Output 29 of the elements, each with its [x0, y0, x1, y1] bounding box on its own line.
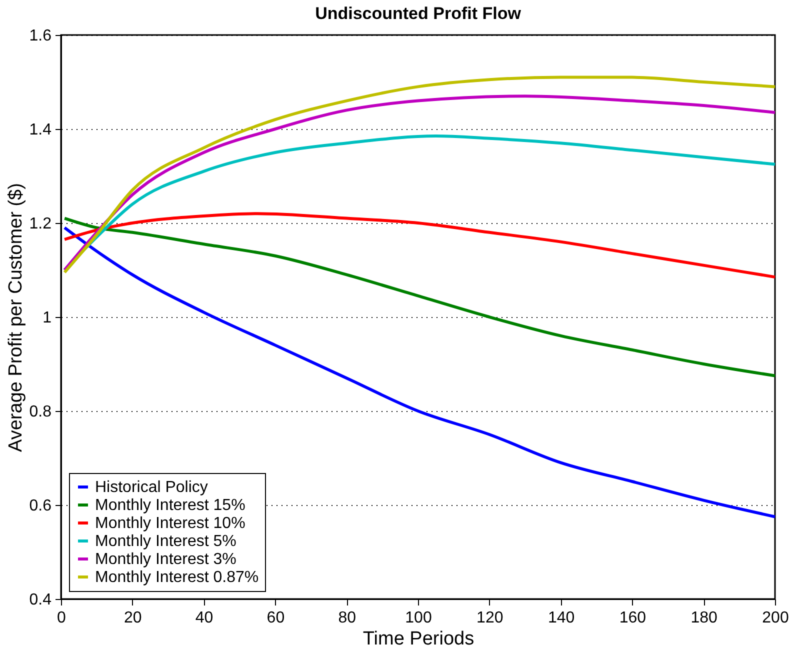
legend-label: Monthly Interest 3% — [95, 551, 236, 568]
legend-label: Monthly Interest 0.87% — [95, 569, 259, 586]
y-tick-label: 0.8 — [29, 404, 52, 420]
x-tick-label: 60 — [266, 610, 285, 626]
x-tick-label: 20 — [124, 610, 142, 626]
x-tick-label: 100 — [405, 610, 432, 626]
line-series — [63, 212, 776, 279]
y-axis-title: Average Profit per Customer ($) — [5, 183, 26, 452]
x-axis-title: Time Periods — [362, 628, 474, 650]
x-tick-label: 120 — [476, 610, 504, 626]
chart-title: Undiscounted Profit Flow — [315, 4, 522, 23]
y-tick-label: 1.4 — [29, 122, 52, 138]
legend-label: Historical Policy — [95, 479, 208, 496]
line-series — [63, 216, 776, 378]
y-tick-label: 1 — [42, 310, 52, 326]
y-tick-label: 1.6 — [29, 28, 52, 44]
x-tick-label: 200 — [762, 610, 789, 626]
x-tick-label: 0 — [57, 610, 66, 626]
x-tick-label: 40 — [195, 610, 214, 626]
y-tick-label: 0.4 — [29, 592, 52, 608]
legend-label: Monthly Interest 10% — [95, 515, 246, 532]
x-tick-label: 80 — [338, 610, 356, 626]
legend-label: Monthly Interest 5% — [95, 533, 236, 550]
y-tick-label: 0.6 — [29, 498, 52, 514]
legend-label: Monthly Interest 15% — [95, 497, 246, 514]
x-tick-label: 180 — [690, 610, 718, 626]
x-tick-label: 160 — [619, 610, 646, 626]
y-tick-label: 1.2 — [29, 216, 52, 232]
x-tick-label: 140 — [548, 610, 575, 626]
